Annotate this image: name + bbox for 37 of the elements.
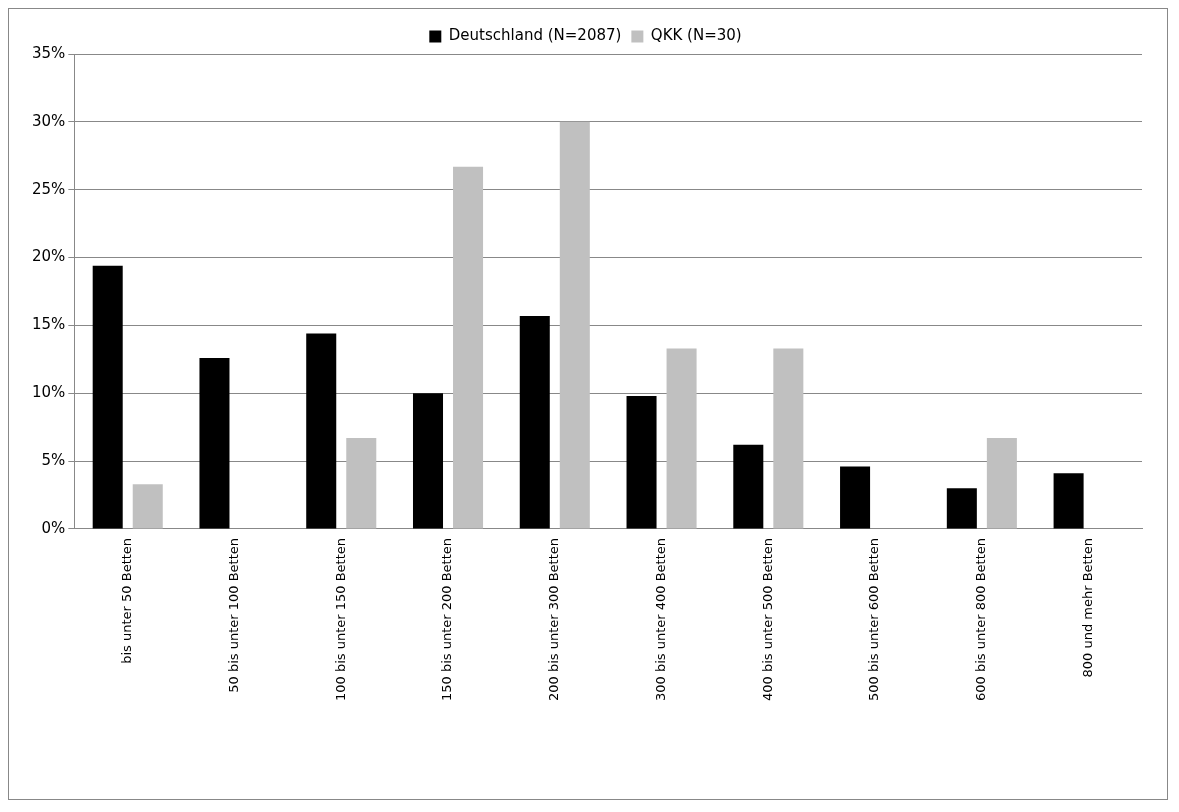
bar — [306, 333, 337, 529]
x-tick-label: 300 bis unter 400 Betten — [652, 537, 668, 701]
bar — [626, 395, 657, 529]
x-tick-label: 200 bis unter 300 Betten — [546, 537, 562, 701]
y-tick-label: 5% — [41, 450, 66, 469]
y-tick-label: 20% — [32, 247, 66, 266]
bar — [346, 438, 377, 529]
bar — [92, 265, 123, 529]
x-tick-label: 600 bis unter 800 Betten — [973, 537, 989, 701]
bar — [733, 444, 764, 529]
y-tick-label: 25% — [32, 179, 66, 198]
bar — [840, 466, 871, 529]
x-tick-label: 500 bis unter 600 Betten — [866, 537, 882, 701]
bar — [453, 166, 484, 529]
bar — [519, 315, 550, 529]
legend-label: Deutschland (N=2087) — [448, 26, 622, 45]
y-tick-label: 30% — [32, 111, 66, 130]
bar — [773, 348, 804, 529]
bar — [986, 438, 1017, 529]
x-tick-label: bis unter 50 Betten — [119, 537, 135, 664]
x-tick-label: 150 bis unter 200 Betten — [439, 537, 455, 701]
bar — [666, 348, 697, 529]
legend-label: QKK (N=30) — [650, 26, 742, 45]
x-tick-label: 800 und mehr Betten — [1079, 537, 1095, 678]
x-tick-label: 100 bis unter 150 Betten — [332, 537, 348, 701]
bar — [559, 121, 590, 529]
y-tick-label: 15% — [32, 315, 66, 334]
bar — [1053, 473, 1084, 529]
bar — [132, 484, 163, 529]
x-tick-label: 400 bis unter 500 Betten — [759, 537, 775, 701]
y-tick-label: 0% — [41, 518, 66, 537]
bar — [199, 357, 230, 529]
y-tick-label: 10% — [32, 383, 66, 402]
bar — [946, 488, 977, 529]
x-tick-label: 50 bis unter 100 Betten — [225, 537, 241, 693]
y-tick-label: 35% — [32, 43, 66, 62]
bar — [412, 393, 444, 529]
